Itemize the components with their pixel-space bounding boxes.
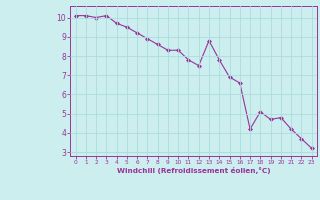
X-axis label: Windchill (Refroidissement éolien,°C): Windchill (Refroidissement éolien,°C) (117, 167, 270, 174)
